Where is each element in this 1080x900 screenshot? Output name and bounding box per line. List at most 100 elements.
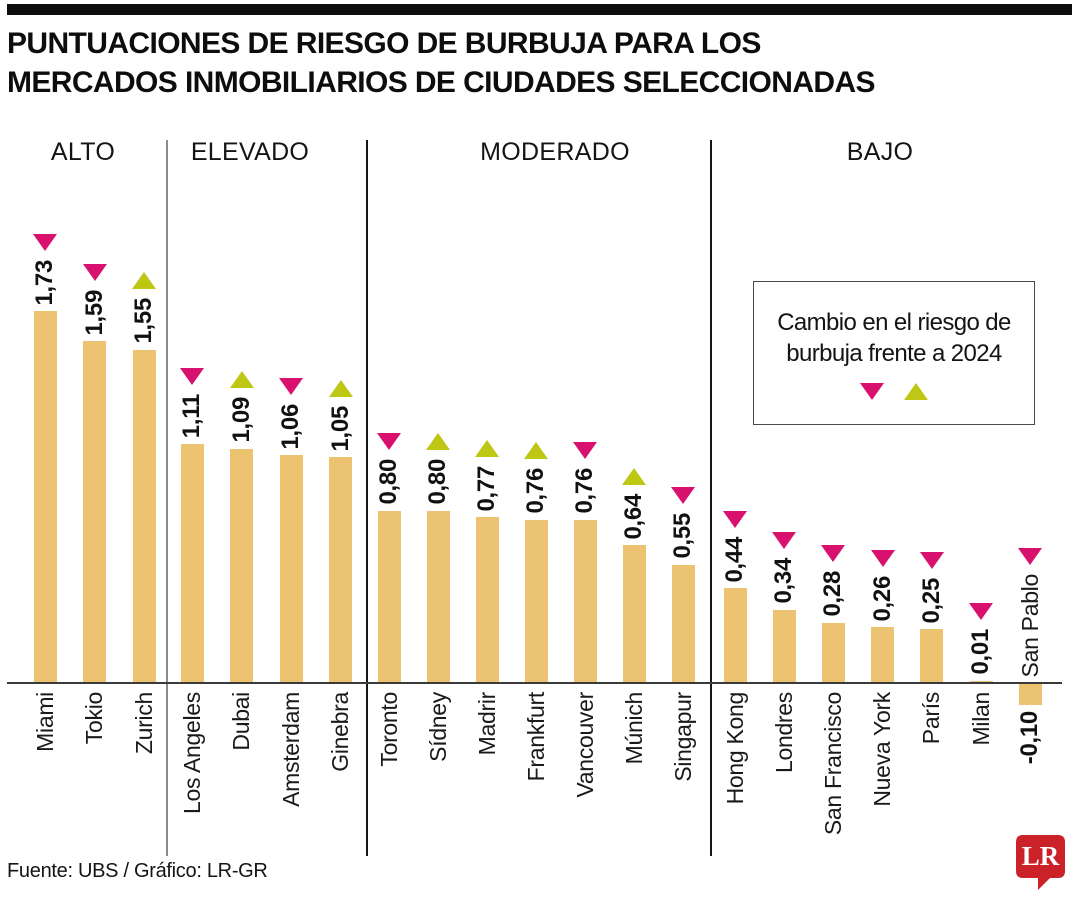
city-label: Singapur	[669, 692, 696, 782]
section-label: ELEVADO	[190, 138, 310, 166]
bar	[969, 680, 993, 683]
decrease-triangle-icon	[772, 532, 797, 550]
x-axis-line	[7, 682, 1062, 684]
bar	[475, 517, 499, 683]
value-label: 1,11	[178, 394, 205, 439]
value-label: -0,10	[1016, 710, 1044, 764]
increase-triangle-icon	[132, 272, 156, 290]
bar	[871, 627, 895, 683]
bar-annotation-column: 0,26	[855, 549, 911, 621]
city-label: Ginebra	[327, 692, 353, 772]
section-label: BAJO	[846, 138, 914, 166]
bar-annotation-below: París	[904, 692, 960, 744]
source-credit: Fuente: UBS / Gráfico: LR-GR	[7, 860, 268, 882]
city-label: Dubai	[228, 692, 254, 751]
decrease-triangle-icon	[1018, 547, 1043, 565]
bar	[524, 519, 548, 683]
increase-triangle-icon	[426, 433, 450, 451]
bar-annotation-below: -0,10	[1002, 711, 1058, 764]
bar	[426, 511, 450, 683]
bar-annotation-below: Tokio	[67, 692, 123, 744]
bar	[622, 545, 646, 683]
bar-annotation-below: Hong Kong	[707, 692, 763, 804]
legend-box: Cambio en el riesgo de burbuja frente a …	[753, 281, 1035, 425]
bar	[377, 511, 401, 683]
decrease-triangle-icon	[279, 377, 303, 395]
decrease-triangle-icon	[969, 603, 993, 621]
value-label: 0,64	[620, 493, 647, 540]
bar-annotation-column: 0,64	[606, 467, 662, 540]
bar-annotation-below: Sídney	[410, 692, 466, 762]
bar	[920, 629, 944, 683]
bar-annotation-below: Dubai	[214, 692, 270, 751]
bar-annotation-column: 1,09	[214, 371, 270, 443]
bar-annotation-below: Madrir	[459, 692, 515, 755]
value-label: 0,34	[770, 558, 798, 604]
bar	[671, 564, 695, 683]
city-label: Tokio	[81, 692, 107, 745]
bar	[329, 457, 352, 683]
increase-triangle-icon	[622, 467, 646, 485]
value-label: 1,09	[227, 397, 255, 443]
value-label: 0,77	[473, 465, 500, 512]
bar-annotation-below: San Francisco	[805, 692, 861, 835]
decrease-triangle-icon	[377, 433, 401, 451]
bar-annotation-column: San Pablo	[1002, 547, 1058, 677]
city-label: Toronto	[375, 692, 402, 767]
bar-annotation-column: 0,76	[557, 442, 613, 514]
decrease-triangle-icon	[870, 549, 895, 567]
city-label: Los Angeles	[178, 692, 205, 815]
city-label: Milan	[967, 692, 994, 746]
value-label: 1,59	[80, 289, 108, 336]
bar	[573, 519, 597, 683]
value-label: 1,73	[31, 259, 58, 306]
value-label: 0,76	[571, 468, 598, 514]
bar	[230, 448, 253, 683]
bar-annotation-column: 1,05	[313, 379, 369, 452]
bar	[83, 341, 106, 683]
bar-annotation-column: 0,76	[508, 442, 564, 514]
city-label: San Francisco	[819, 692, 846, 836]
bar-annotation-column: 0,44	[707, 510, 763, 583]
decrease-triangle-icon	[821, 545, 846, 563]
title-line-1: PUNTUACIONES DE RIESGO DE BURBUJA PARA L…	[7, 27, 761, 60]
decrease-triangle-icon	[723, 510, 747, 528]
city-label: Hong Kong	[721, 692, 748, 805]
value-label: 1,06	[277, 403, 304, 450]
value-label: 0,80	[375, 459, 402, 505]
lr-logo: LR	[1016, 835, 1065, 891]
bar-annotation-below: Toronto	[361, 692, 417, 767]
section-divider	[366, 140, 368, 856]
bar-annotation-column: 1,59	[67, 263, 123, 336]
bar	[723, 588, 747, 683]
bar-annotation-below: Singapur	[655, 692, 711, 782]
bar-annotation-below: Múnich	[606, 692, 662, 764]
increase-triangle-icon	[904, 382, 928, 400]
bar-annotation-column: 0,55	[655, 487, 711, 559]
value-label: 0,44	[721, 536, 748, 583]
bar	[821, 622, 845, 683]
section-divider	[166, 140, 168, 856]
city-label: Nueva York	[869, 692, 896, 807]
city-label: San Pablo	[1016, 573, 1043, 677]
bar-annotation-below: Londres	[756, 692, 812, 773]
value-label: 1,05	[326, 405, 354, 452]
bar-annotation-column: 0,28	[805, 545, 861, 617]
city-label: Zurich	[130, 692, 157, 755]
bar-annotation-column: 0,25	[904, 551, 960, 623]
legend-text: Cambio en el riesgo de burbuja frente a …	[777, 307, 1011, 369]
bar	[772, 609, 796, 683]
increase-triangle-icon	[328, 379, 353, 397]
city-label: Vancouver	[571, 692, 598, 798]
top-rule	[7, 4, 1072, 15]
bar-annotation-column: 1,11	[164, 368, 220, 438]
bar	[33, 311, 57, 683]
value-label: 0,28	[819, 571, 847, 617]
lr-logo-text: LR	[1021, 841, 1060, 871]
value-label: 1,55	[130, 298, 157, 344]
section-divider	[710, 140, 712, 856]
value-label: 0,55	[669, 513, 696, 559]
page-title: PUNTUACIONES DE RIESGO DE BURBUJA PARA L…	[7, 24, 876, 102]
bar-annotation-column: 0,80	[410, 433, 466, 505]
bar-annotation-column: 1,55	[116, 272, 172, 344]
